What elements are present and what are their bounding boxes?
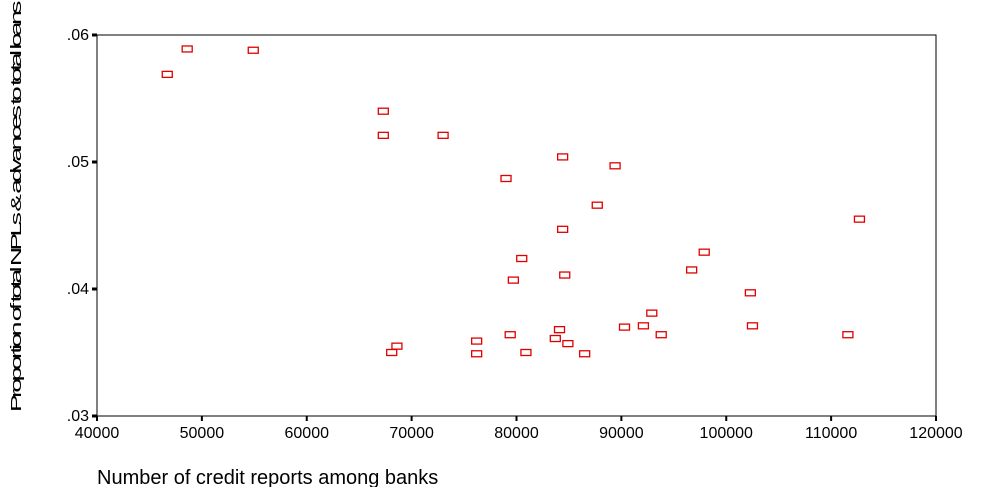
data-point xyxy=(500,174,512,183)
data-point xyxy=(516,254,528,263)
data-point xyxy=(655,331,667,339)
data-point xyxy=(520,348,532,357)
data-point xyxy=(556,153,569,161)
data-point xyxy=(470,337,483,345)
data-point xyxy=(744,289,757,297)
data-point xyxy=(746,322,759,330)
x-tick-label: 40000 xyxy=(75,425,120,442)
data-point xyxy=(559,271,571,279)
data-point xyxy=(549,334,561,343)
data-point xyxy=(579,350,591,358)
data-point xyxy=(646,309,658,317)
data-point xyxy=(591,201,603,209)
data-point xyxy=(437,131,449,139)
data-point xyxy=(470,350,483,358)
data-point xyxy=(247,46,259,54)
data-point xyxy=(698,248,710,256)
y-axis: .03 .04 .05 .06 xyxy=(67,27,97,425)
data-point xyxy=(377,131,389,139)
data-point xyxy=(562,339,574,348)
x-tick-label: 90000 xyxy=(599,425,644,442)
x-tick-label: 80000 xyxy=(494,425,539,442)
x-axis-title: Number of credit reports among banks xyxy=(97,467,438,487)
x-tick-label: 60000 xyxy=(285,425,330,442)
y-tick-label: .04 xyxy=(67,281,89,298)
data-point xyxy=(391,342,403,350)
x-tick-label: 120000 xyxy=(909,425,962,442)
data-point xyxy=(181,45,193,53)
y-axis-title: Proportion of total NPLs & advances to t… xyxy=(8,1,25,412)
data-point xyxy=(853,215,866,223)
data-point xyxy=(507,276,520,284)
data-point xyxy=(609,162,621,170)
x-axis: 40000 50000 60000 70000 80000 90000 100000 1100… xyxy=(75,416,963,442)
plot-frame xyxy=(96,34,937,417)
data-point xyxy=(685,266,698,274)
x-tick-label: 110000 xyxy=(805,425,857,442)
x-tick-label: 70000 xyxy=(389,425,434,442)
y-tick-label: .06 xyxy=(67,27,89,44)
data-point xyxy=(504,331,516,339)
x-tick-label: 50000 xyxy=(180,425,225,442)
data-point xyxy=(842,331,854,339)
data-point xyxy=(553,325,566,334)
y-tick-label: .03 xyxy=(67,408,89,425)
y-tick-label: .05 xyxy=(67,154,89,171)
data-point xyxy=(618,323,631,331)
data-point xyxy=(161,70,173,79)
data-point xyxy=(377,107,389,115)
data-point xyxy=(386,348,398,357)
data-points xyxy=(161,45,866,358)
data-point xyxy=(556,225,569,233)
data-point xyxy=(637,322,650,330)
x-tick-label: 100000 xyxy=(700,425,753,442)
